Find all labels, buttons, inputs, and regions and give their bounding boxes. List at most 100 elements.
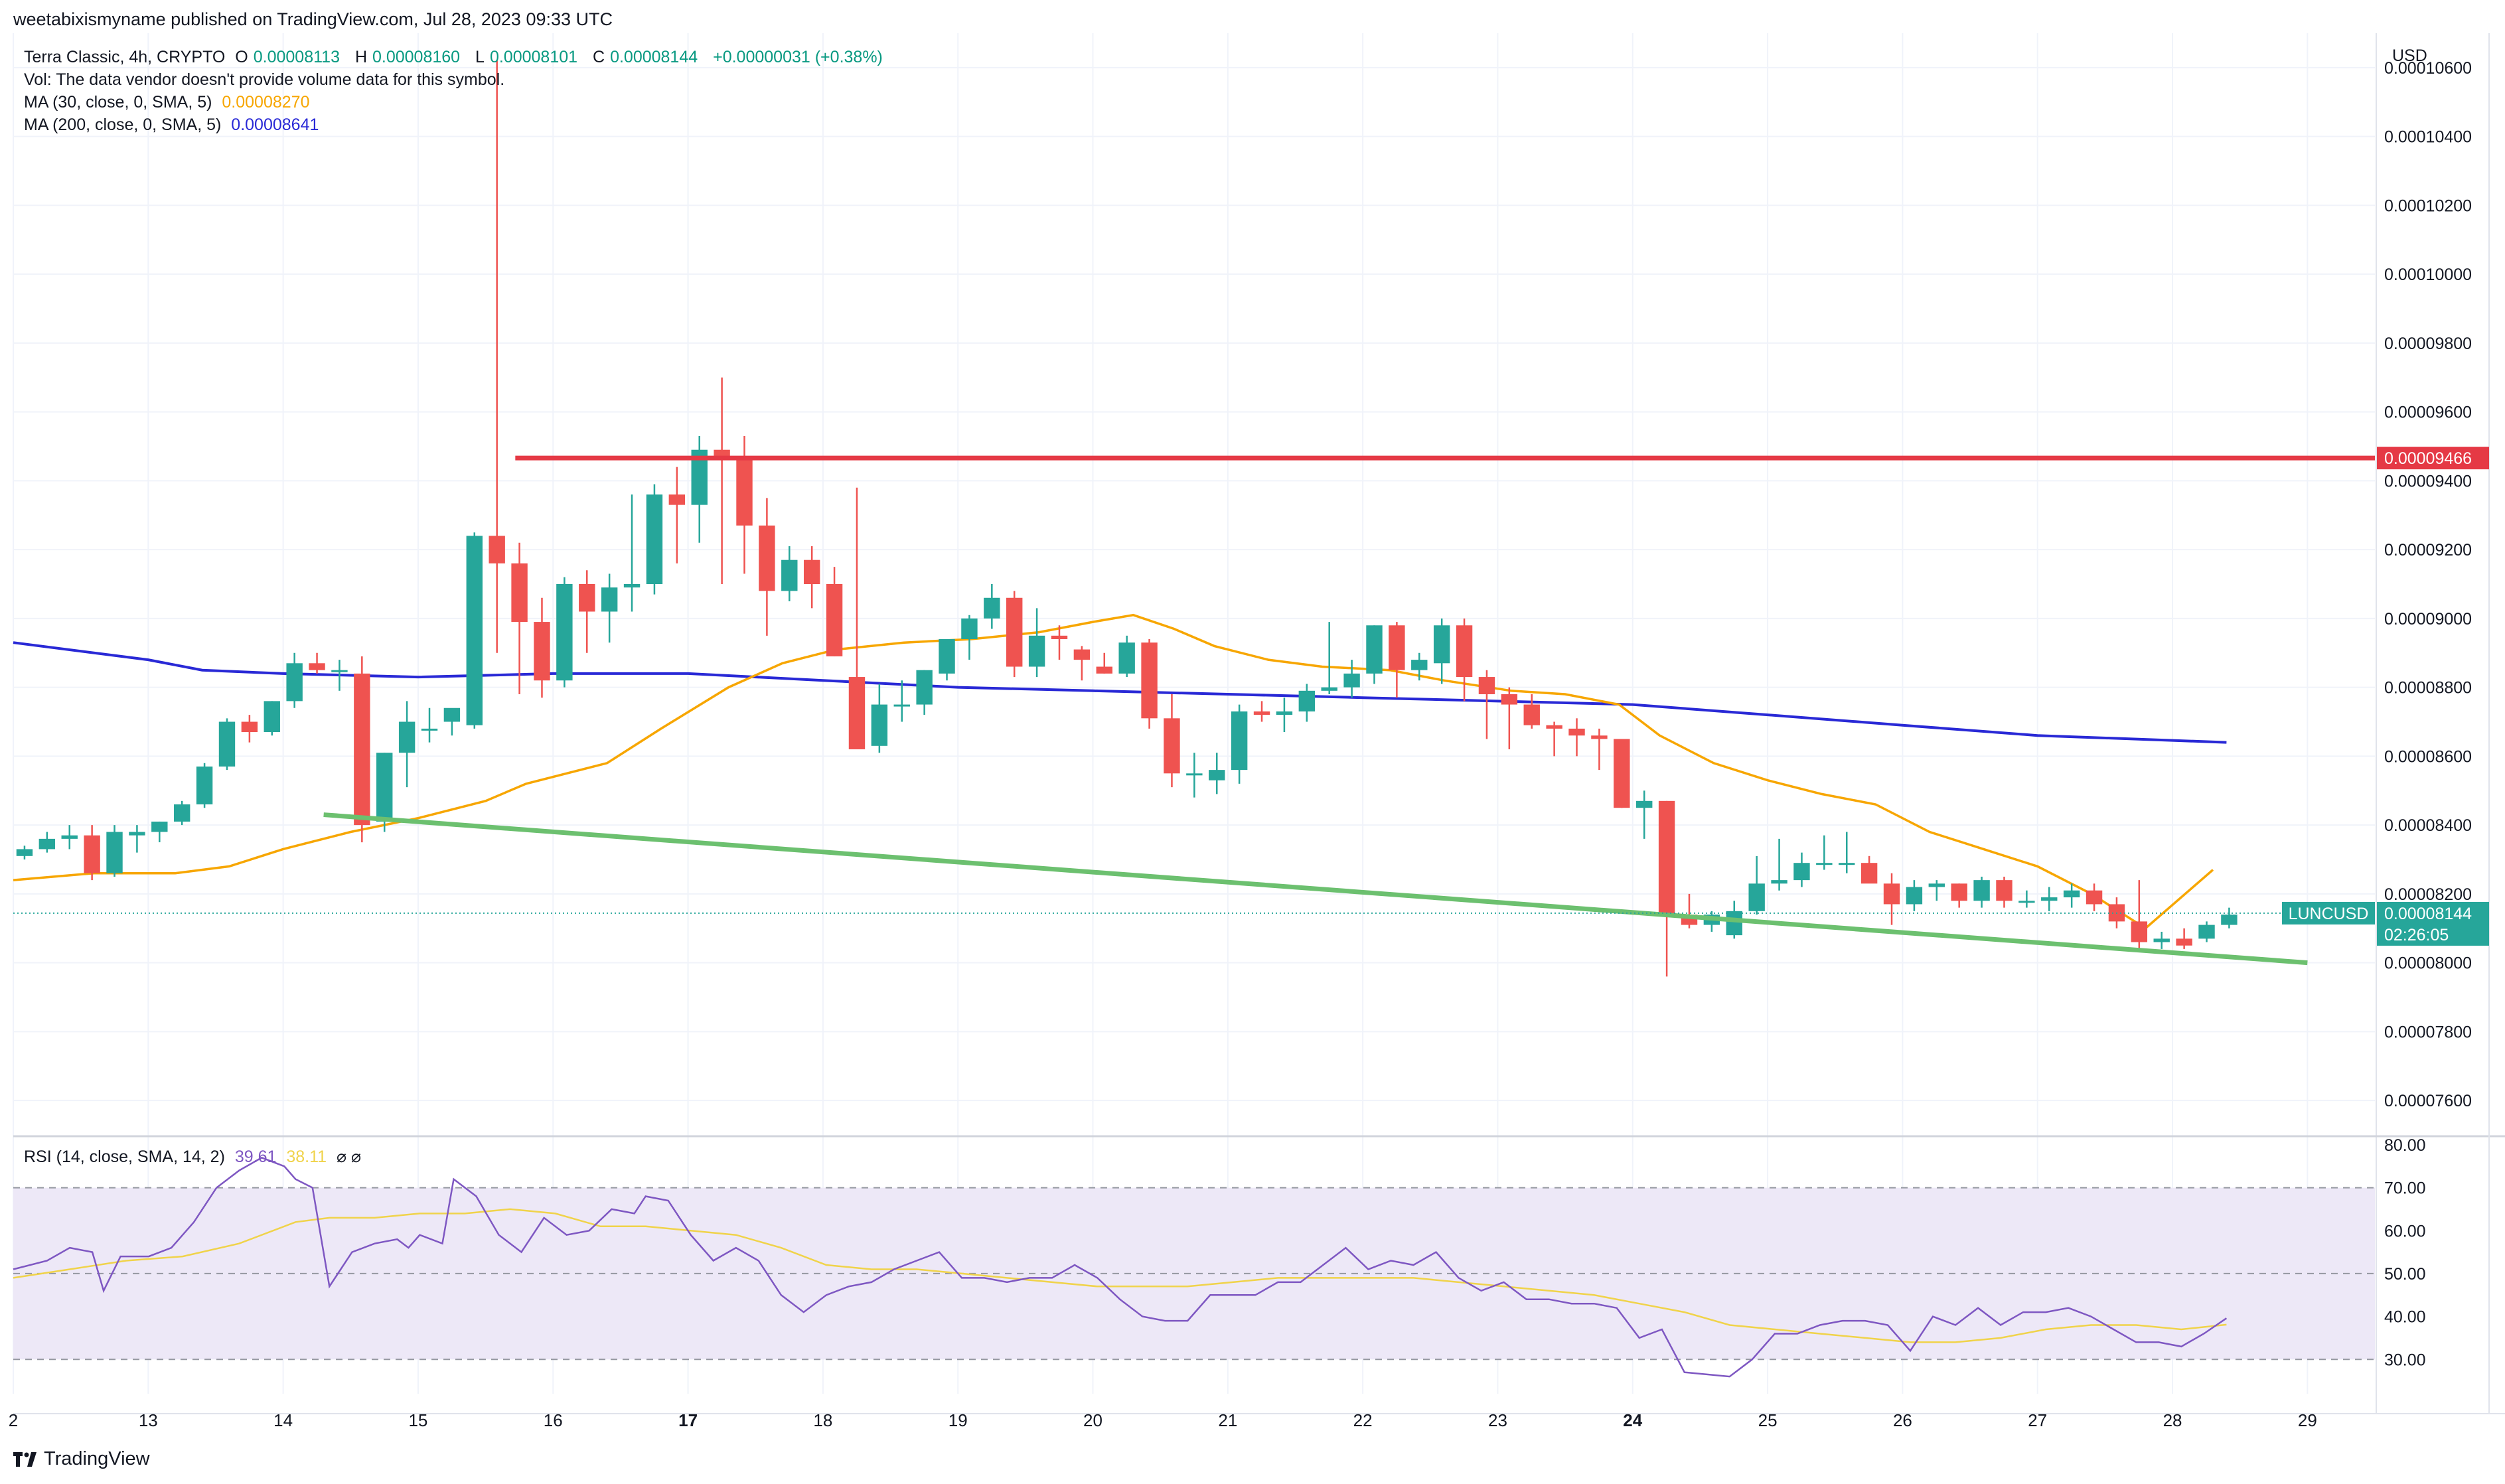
candle-body [218,721,236,767]
ma30-value: 0.00008270 [222,93,310,111]
rsi-tick-label: 70.00 [2384,1179,2426,1198]
candle-body [309,663,325,670]
ma30-path [13,613,2214,930]
candle-body [1164,718,1180,774]
ma30-legend[interactable]: MA (30, close, 0, SMA, 5) 0.00008270 [24,93,315,112]
low-value: 0.00008101 [489,48,578,66]
ma200-label: MA (200, close, 0, SMA, 5) [24,115,222,134]
candle-body [893,704,910,707]
candle-body [1141,642,1158,719]
candle-body [848,677,866,749]
symbol-tag-text: LUNCUSD [2289,905,2369,923]
candle-body [1771,880,1787,884]
price-tick-label: 0.00009000 [2384,610,2472,629]
candle-body [1906,887,1923,905]
time-tick-label: 28 [2163,1410,2182,1430]
candle-body [2018,901,2035,903]
price-tick-label: 0.00008000 [2384,954,2472,973]
candle-body [1658,800,1675,915]
candle-body [534,622,550,681]
price-tick-label: 0.00010600 [2384,59,2472,78]
candle-body [1748,883,1765,911]
candle-body [489,536,505,563]
candle-body [2131,921,2148,942]
candle-body [38,838,56,850]
tradingview-brand[interactable]: TradingView [13,1448,150,1470]
candle-body [1389,625,1405,670]
candle-body [84,835,100,873]
candle-body [331,670,348,672]
candle-body [759,525,775,591]
candle-body [1096,666,1112,674]
candle-body [2176,938,2192,946]
candle-body [1366,625,1383,674]
candle-body [556,584,573,681]
rsi-band-fill [13,1187,2375,1360]
rsi-tick-label: 30.00 [2384,1351,2426,1369]
candle-body [61,835,78,839]
candle-body [1951,883,1967,901]
candle-body [398,721,416,753]
candle-body [781,559,798,591]
price-tick-label: 0.00009600 [2384,404,2472,422]
candle-body [1614,739,1630,808]
time-tick-label: 23 [1488,1410,1507,1430]
candle-body [1546,725,1562,729]
symbol-tag [2282,901,2375,925]
candle-body [668,494,686,505]
price-labels: 0.00009466 LUNCUSD 0.00008144 02:26:05 [2282,447,2489,946]
candle-body [1973,880,1990,901]
rsi-tick-label: 60.00 [2384,1222,2426,1240]
price-tick-label: 0.00007600 [2384,1092,2472,1110]
drawn-lines[interactable] [13,455,2375,966]
low-label: L [475,48,485,66]
candle-body [1186,773,1203,776]
open-label: O [235,48,248,66]
rsi-legend[interactable]: RSI (14, close, SMA, 14, 2) 39.61 38.11 … [24,1147,366,1167]
rsi-tick-label: 40.00 [2384,1308,2426,1327]
candle-body [151,821,168,832]
support-trendline [323,812,2308,966]
time-tick-label: 2 [9,1410,18,1430]
candle-body [1523,704,1540,725]
candle-body [1636,800,1653,808]
close-label: C [593,48,605,66]
candle-body [129,832,145,836]
candle-body [1726,911,1742,936]
ma200-path [13,641,2227,744]
rsi-tick-label: 80.00 [2384,1136,2426,1155]
candle-body [1028,635,1045,667]
candle-body [1343,673,1360,688]
candle-body [2086,890,2103,905]
time-tick-label: 15 [408,1410,427,1430]
publish-line: weetabixismyname published on TradingVie… [13,9,613,29]
price-tick-label: 0.00008400 [2384,816,2472,835]
candle-body [1816,863,1833,865]
resistance-price-text: 0.00009466 [2384,449,2472,468]
price-tick-label: 0.00008800 [2384,679,2472,698]
time-tick-label: 13 [139,1410,158,1430]
high-label: H [354,48,367,66]
candle-body [173,804,190,822]
time-tick-label: 16 [544,1410,563,1430]
candle-body [984,597,1000,619]
time-tick-label: 25 [1758,1410,1778,1430]
currency-label[interactable]: USD [2392,46,2427,65]
rsi-visibility-icons[interactable]: ⌀ ⌀ [337,1148,362,1166]
candle-body [1298,690,1316,711]
ma200-legend[interactable]: MA (200, close, 0, SMA, 5) 0.00008641 [24,115,324,135]
candle-body [939,639,955,674]
candle-body [1591,735,1608,739]
candle-body [623,584,641,588]
price-tick-label: 0.00009800 [2384,334,2472,353]
rsi-tick-label: 50.00 [2384,1265,2426,1284]
price-tick-label: 0.00008200 [2384,885,2472,904]
ma30-line [13,613,2214,930]
time-tick-label: 21 [1218,1410,1237,1430]
candle-body [579,584,595,612]
close-value: 0.00008144 [610,48,698,66]
candle-body [871,704,888,746]
time-tick-label: 26 [1893,1410,1912,1430]
